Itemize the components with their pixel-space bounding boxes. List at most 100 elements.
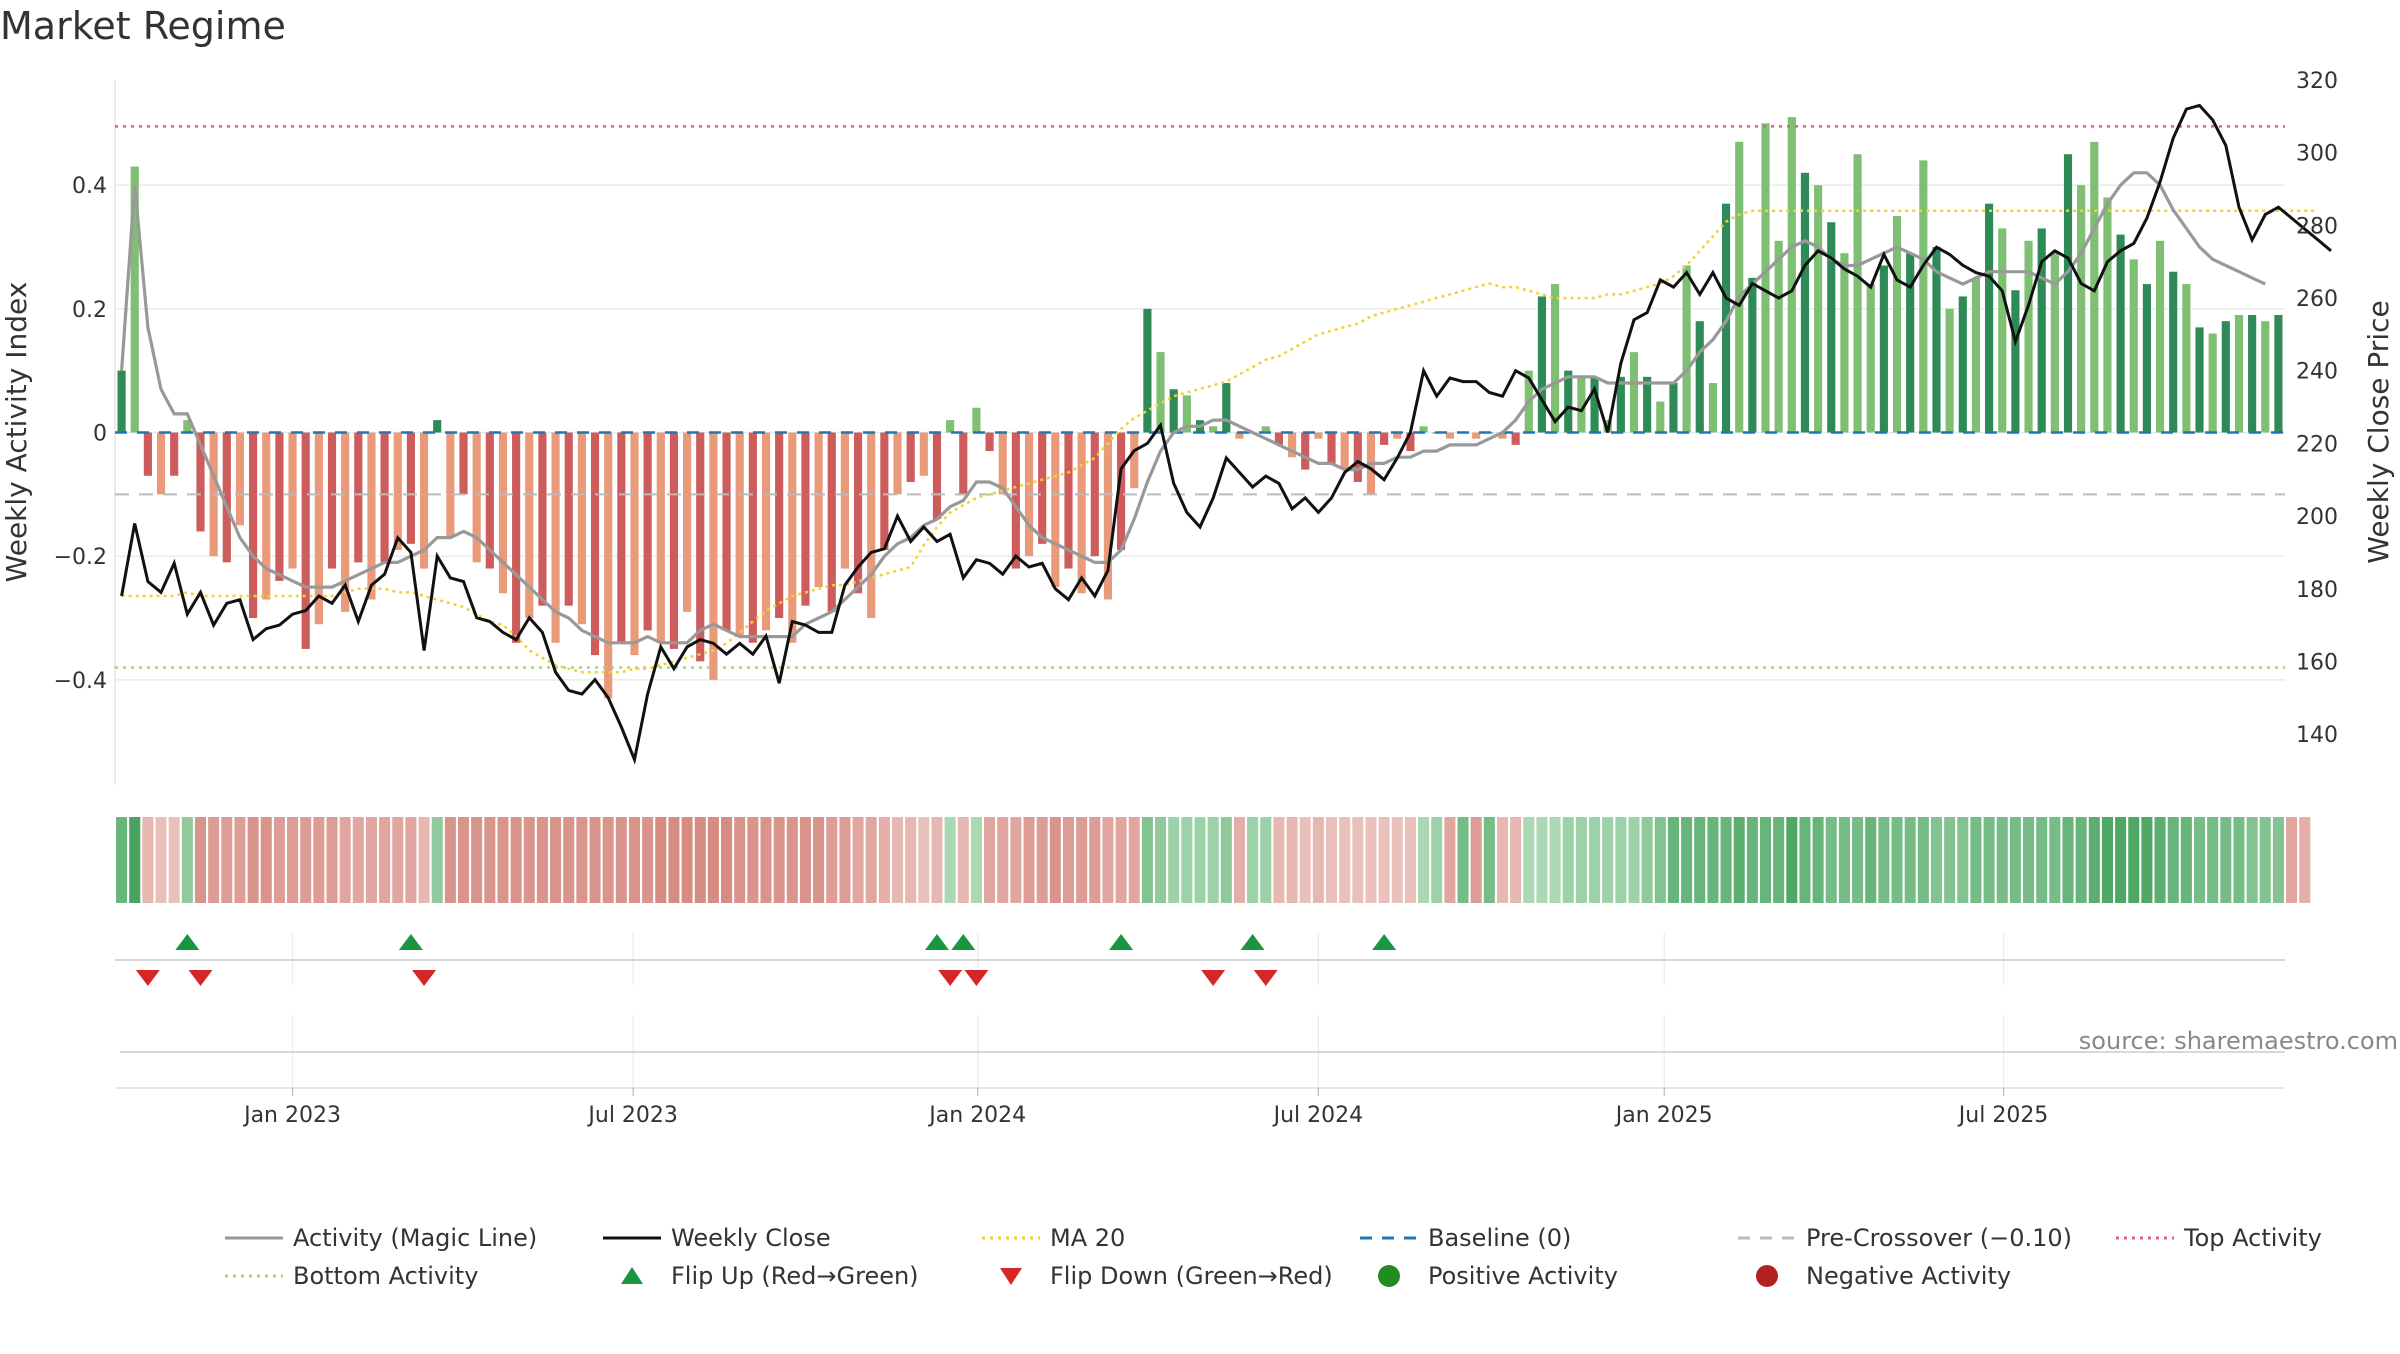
legend-label: Bottom Activity [293,1262,478,1290]
legend-label: Activity (Magic Line) [293,1224,537,1252]
activity-bar [1827,222,1836,433]
activity-bar [2037,228,2046,433]
activity-bar [1287,432,1297,458]
regime-band-cell [852,817,864,903]
activity-bar [2169,271,2178,433]
regime-band-cell [826,817,838,903]
activity-bar [419,432,429,569]
activity-bar [2208,333,2217,433]
regime-band-cell [313,817,325,903]
activity-bar [1051,432,1060,588]
regime-band-cell [799,817,811,903]
regime-band-cell [1049,817,1061,903]
regime-band-cell [668,817,680,903]
flip-up-marker [1372,934,1397,950]
activity-bar [512,432,521,643]
regime-band-cell [1023,817,1035,903]
activity-bar [1919,160,1928,433]
activity-bar [722,432,731,631]
regime-band-cell [1418,817,1430,903]
regime-band-cell [1312,817,1324,903]
regime-band-cell [1496,817,1509,903]
regime-band-cell [957,817,969,903]
flip-up-marker [175,934,200,950]
regime-band-cell [273,817,285,903]
activity-bar [959,432,968,495]
activity-bar [393,432,402,550]
activity-bar [1353,432,1362,482]
activity-bar [1590,376,1599,433]
regime-band-cell [1865,817,1877,903]
regime-band-cell [1641,817,1653,903]
regime-band-cell [576,817,588,903]
regime-band-cell [2167,817,2179,903]
activity-bar [2142,284,2151,433]
y2-tick-label: 200 [2296,505,2338,530]
regime-band-cell [2193,817,2206,903]
regime-band-cell [392,817,404,903]
legend-flip-down-icon [1000,1268,1022,1285]
y-tick-label: 0.2 [72,298,107,323]
regime-band-cell [1957,817,1969,903]
regime-band-cell [2101,817,2113,903]
regime-band-cell [2009,817,2021,903]
activity-bar [1761,123,1770,433]
activity-bar [1774,240,1783,433]
activity-bar [525,432,534,619]
regime-band-cell [2259,817,2271,903]
regime-band-cell [181,817,193,903]
regime-band-cell [1562,817,1574,903]
activity-bar [459,432,468,495]
regime-band-cell [786,817,798,903]
x-tick-label: Jan 2023 [242,1103,341,1128]
activity-bar [985,432,994,452]
regime-band-cell [129,817,141,903]
regime-band-cell [1549,817,1561,903]
y-tick-label: 0 [93,422,107,447]
regime-band-cell [628,817,641,903]
activity-bar [2050,253,2059,433]
activity-bar [1222,383,1231,433]
regime-band-cell [1470,817,1482,903]
regime-band-cell [1194,817,1206,903]
activity-bar [2182,284,2191,433]
activity-bar [775,432,784,619]
activity-bar [314,432,323,625]
activity-bar [919,432,928,476]
y2-tick-label: 180 [2296,578,2338,603]
activity-bar [1011,432,1020,569]
regime-band-cell [734,817,746,903]
y2-tick-label: 140 [2296,723,2338,748]
regime-band-cell [891,817,904,903]
regime-band-cell [1378,817,1390,903]
activity-bar [235,432,245,526]
activity-bar [2011,290,2020,433]
regime-band-cell [1589,817,1601,903]
regime-band-cell [1602,817,1614,903]
regime-band-cell [1917,817,1929,903]
regime-band-cell [1483,817,1495,903]
activity-bar [2248,315,2257,433]
activity-bar [643,432,652,631]
x-tick-label: Jan 2025 [1614,1103,1713,1128]
activity-bar [170,432,179,476]
regime-band-cell [339,817,351,903]
activity-bar [1853,154,1862,433]
activity-bar [485,432,494,569]
flip-down-marker [135,970,160,986]
regime-band-cell [1141,817,1153,903]
regime-band-cell [1667,817,1679,903]
legend-label: Pre-Crossover (−0.10) [1806,1224,2072,1252]
regime-band-cell [221,817,233,903]
regime-band-cell [1523,817,1535,903]
activity-bar [2024,240,2033,433]
activity-bar [709,432,718,680]
activity-bar [2274,315,2283,433]
regime-band-cell [1694,817,1706,903]
activity-bar [1932,246,1941,433]
activity-bar [249,432,258,619]
legend-dot-icon [1756,1265,1778,1287]
activity-bar [156,432,166,495]
regime-band-cell [1062,817,1075,903]
